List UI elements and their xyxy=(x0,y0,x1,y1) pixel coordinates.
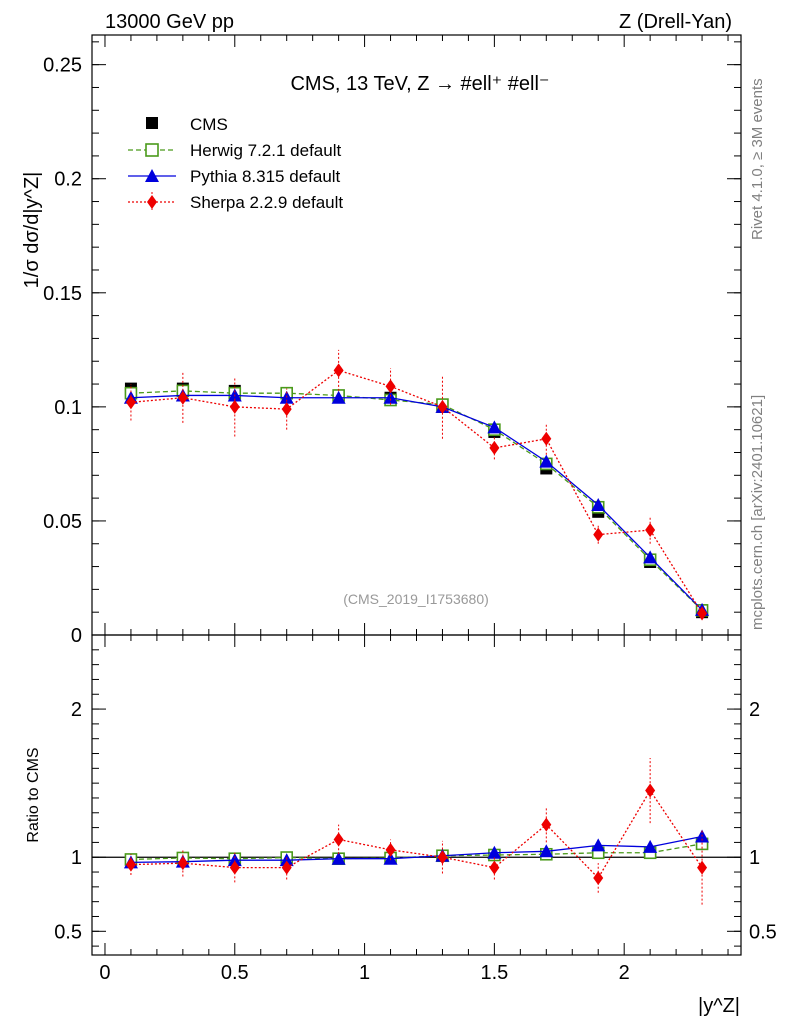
ratio-xtick-label: 1.5 xyxy=(480,962,508,984)
main-ytick-label: 0 xyxy=(71,625,82,647)
ratio-pythia-point xyxy=(643,839,658,853)
legend-label-herwig: Herwig 7.2.1 default xyxy=(190,141,341,160)
ratio-xtick-label: 0.5 xyxy=(221,962,249,984)
legend-label-cms: CMS xyxy=(190,115,228,134)
analysis-annotation: (CMS_2019_I1753680) xyxy=(343,591,489,607)
legend: CMS Herwig 7.2.1 default Pythia 8.315 de… xyxy=(128,115,343,212)
main-ylabel: 1/σ dσ/d|y^Z| xyxy=(21,172,43,289)
main-sherpa-point xyxy=(541,431,552,446)
ratio-xtick-label: 1 xyxy=(359,962,370,984)
ratio-sherpa-line xyxy=(130,789,703,880)
header-left: 13000 GeV pp xyxy=(105,11,234,33)
main-sherpa-point xyxy=(229,399,240,414)
legend-label-pythia: Pythia 8.315 default xyxy=(190,167,341,186)
legend-marker-herwig xyxy=(145,143,159,157)
xlabel: |y^Z| xyxy=(698,995,740,1017)
main-ytick-label: 0.1 xyxy=(54,397,82,419)
main-sherpa-point xyxy=(177,390,188,405)
main-pythia-point xyxy=(383,390,398,404)
mcplots-label: mcplots.cern.ch [arXiv:2401.10621] xyxy=(749,395,766,630)
main-sherpa-point xyxy=(593,527,604,542)
main-sherpa-line xyxy=(130,369,703,614)
ratio-sherpa-point xyxy=(541,817,552,832)
main-sherpa-point xyxy=(489,440,500,455)
ratio-ylabel: Ratio to CMS xyxy=(25,747,42,842)
ratio-sherpa-point xyxy=(385,842,396,857)
main-sherpa-point xyxy=(125,395,136,410)
main-sherpa-point xyxy=(333,363,344,378)
legend-marker-cms xyxy=(146,117,158,129)
main-sherpa-point xyxy=(645,523,656,538)
ratio-pythia-point xyxy=(227,853,242,867)
ratio-sherpa-point xyxy=(177,856,188,871)
main-pythia-line xyxy=(130,394,703,611)
ratio-sherpa-point xyxy=(281,860,292,875)
ratio-sherpa-point xyxy=(333,832,344,847)
ratio-sherpa-point xyxy=(229,860,240,875)
main-pythia-point xyxy=(331,390,346,404)
main-sherpa-point xyxy=(281,402,292,417)
main-ytick-label: 0.15 xyxy=(43,283,82,305)
legend-marker-sherpa xyxy=(147,195,157,209)
main-pythia-point xyxy=(539,454,554,468)
legend-marker-pythia xyxy=(145,169,159,182)
ratio-herwig-line xyxy=(130,843,703,861)
ratio-sherpa-point xyxy=(593,870,604,885)
ratio-ytick-label-right: 1 xyxy=(749,847,760,869)
plot-title: CMS, 13 TeV, Z → #ell⁺ #ell⁻ xyxy=(290,73,549,95)
ratio-ytick-label: 1 xyxy=(71,847,82,869)
ratio-xtick-label: 2 xyxy=(619,962,630,984)
main-axis-ticks: 0 0.05 0.1 0.15 0.2 0.25 xyxy=(43,35,741,647)
main-pythia-point xyxy=(591,497,606,511)
main-ytick-label: 0.2 xyxy=(54,169,82,191)
main-herwig-line xyxy=(130,390,703,611)
ratio-sherpa-point xyxy=(437,850,448,865)
ratio-pythia-point xyxy=(539,844,554,858)
main-sherpa-point xyxy=(697,606,708,621)
ratio-pythia-line xyxy=(130,835,703,864)
ratio-sherpa-point xyxy=(645,783,656,798)
ratio-panel-frame xyxy=(91,634,742,956)
main-ytick-label: 0.25 xyxy=(43,55,82,77)
ratio-xtick-label: 0 xyxy=(99,962,110,984)
ratio-ytick-label-right: 0.5 xyxy=(749,921,777,943)
ratio-pythia-point xyxy=(487,845,502,859)
ratio-pythia-point xyxy=(331,851,346,865)
legend-item-pythia: Pythia 8.315 default xyxy=(128,167,341,186)
ratio-sherpa-point xyxy=(125,857,136,872)
rivet-label: Rivet 4.1.0, ≥ 3M events xyxy=(749,78,766,240)
main-sherpa-point xyxy=(437,399,448,414)
main-sherpa-point xyxy=(385,379,396,394)
main-ytick-label: 0.05 xyxy=(43,511,82,533)
ratio-sherpa-point xyxy=(489,860,500,875)
ratio-ytick-label: 2 xyxy=(71,699,82,721)
legend-item-herwig: Herwig 7.2.1 default xyxy=(128,141,341,160)
legend-item-sherpa: Sherpa 2.2.9 default xyxy=(128,192,343,212)
ratio-ytick-label-right: 2 xyxy=(749,699,760,721)
ratio-axis-ticks: 0 0.5 1 1.5 2 0.5 0.5 1 1 2 2 xyxy=(54,635,777,984)
ratio-ytick-label: 0.5 xyxy=(54,921,82,943)
main-pythia-point xyxy=(487,420,502,434)
main-pythia-point xyxy=(643,550,658,564)
ratio-pythia-point xyxy=(279,853,294,867)
main-series-layer xyxy=(123,349,710,621)
ratio-sherpa-point xyxy=(697,860,708,875)
ratio-pythia-point xyxy=(591,838,606,852)
legend-item-cms: CMS xyxy=(146,115,228,134)
legend-label-sherpa: Sherpa 2.2.9 default xyxy=(190,193,343,212)
ratio-series-layer xyxy=(92,757,741,905)
header-right: Z (Drell-Yan) xyxy=(619,11,732,33)
